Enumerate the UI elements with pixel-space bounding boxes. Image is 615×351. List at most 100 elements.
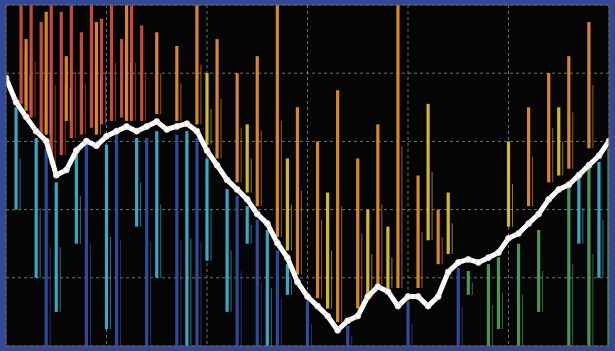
marker [194,128,200,134]
range-segment [185,131,188,346]
range-segment [437,210,440,265]
range-thin-line [351,336,352,346]
range-segment [215,39,218,158]
range-thin-line [442,237,443,264]
range-thin-line [40,208,41,278]
range-thin-line [582,208,583,244]
range-segment [120,39,123,117]
range-segment [236,73,239,182]
range-segment [40,22,43,135]
range-thin-line [341,206,342,322]
marker [104,133,110,139]
marker [506,235,512,241]
range-segment [226,189,229,312]
range-thin-line [472,283,473,295]
range-segment [396,5,399,288]
marker [83,138,89,144]
range-segment [256,56,259,206]
marker [274,240,280,246]
range-segment [276,5,279,237]
range-segment [14,107,17,209]
range-segment [447,193,450,254]
marker [224,177,230,183]
range-thin-line [381,204,382,284]
marker [164,126,170,132]
range-thin-line [261,283,262,346]
marker [93,143,99,149]
range-segment [266,230,269,346]
grid-line [6,141,609,142]
range-thin-line [281,298,282,346]
range-thin-line [135,63,136,121]
range-segment [567,182,570,346]
range-thin-line [55,85,56,165]
marker [73,148,79,154]
range-thin-line [60,247,61,312]
marker [305,294,311,300]
range-segment [306,302,309,346]
plot-marks [6,5,609,346]
marker [154,119,160,125]
marker [375,284,381,290]
range-segment [326,193,329,309]
range-thin-line [30,75,31,111]
range-segment [246,124,249,192]
marker [365,294,371,300]
marker [556,186,562,192]
marker [586,162,592,168]
marker [485,255,491,261]
range-thin-line [291,204,292,250]
marker [43,138,49,144]
range-thin-line [271,288,272,346]
range-segment [577,172,580,244]
range-segment [70,5,73,138]
marker [335,327,341,333]
range-thin-line [115,63,116,121]
marker [23,114,29,120]
marker [184,121,190,127]
range-thin-line [251,158,252,192]
marker [445,269,451,275]
marker [204,148,210,154]
range-segment [246,206,249,244]
range-segment [406,302,409,346]
marker [244,196,250,202]
marker [415,294,421,300]
range-thin-line [361,233,362,308]
range-segment [356,158,359,308]
range-segment [487,264,490,346]
marker [345,318,351,324]
range-segment [517,244,520,346]
range-thin-line [105,71,106,124]
marker [576,172,582,178]
range-segment [155,131,158,278]
range-thin-line [452,223,453,254]
range-thin-line [35,61,36,117]
marker [516,230,522,236]
range-thin-line [200,65,201,125]
range-segment [30,5,33,118]
marker [174,123,180,129]
marker [395,303,401,309]
range-thin-line [502,293,503,329]
range-segment [597,162,600,278]
marker [536,211,542,217]
range-segment [296,107,299,274]
range-segment [35,138,38,278]
marker [596,153,602,159]
marker [33,128,39,134]
marker [114,128,120,134]
range-segment [286,158,289,250]
range-thin-line [251,225,252,244]
range-segment [497,257,500,329]
marker [566,182,572,188]
range-segment [155,32,158,114]
marker [284,255,290,261]
range-segment [105,145,108,329]
range-segment [195,138,198,346]
marker [325,313,331,319]
range-segment [386,227,389,288]
range-segment [256,220,259,346]
range-thin-line [50,73,51,134]
range-segment [527,107,530,206]
